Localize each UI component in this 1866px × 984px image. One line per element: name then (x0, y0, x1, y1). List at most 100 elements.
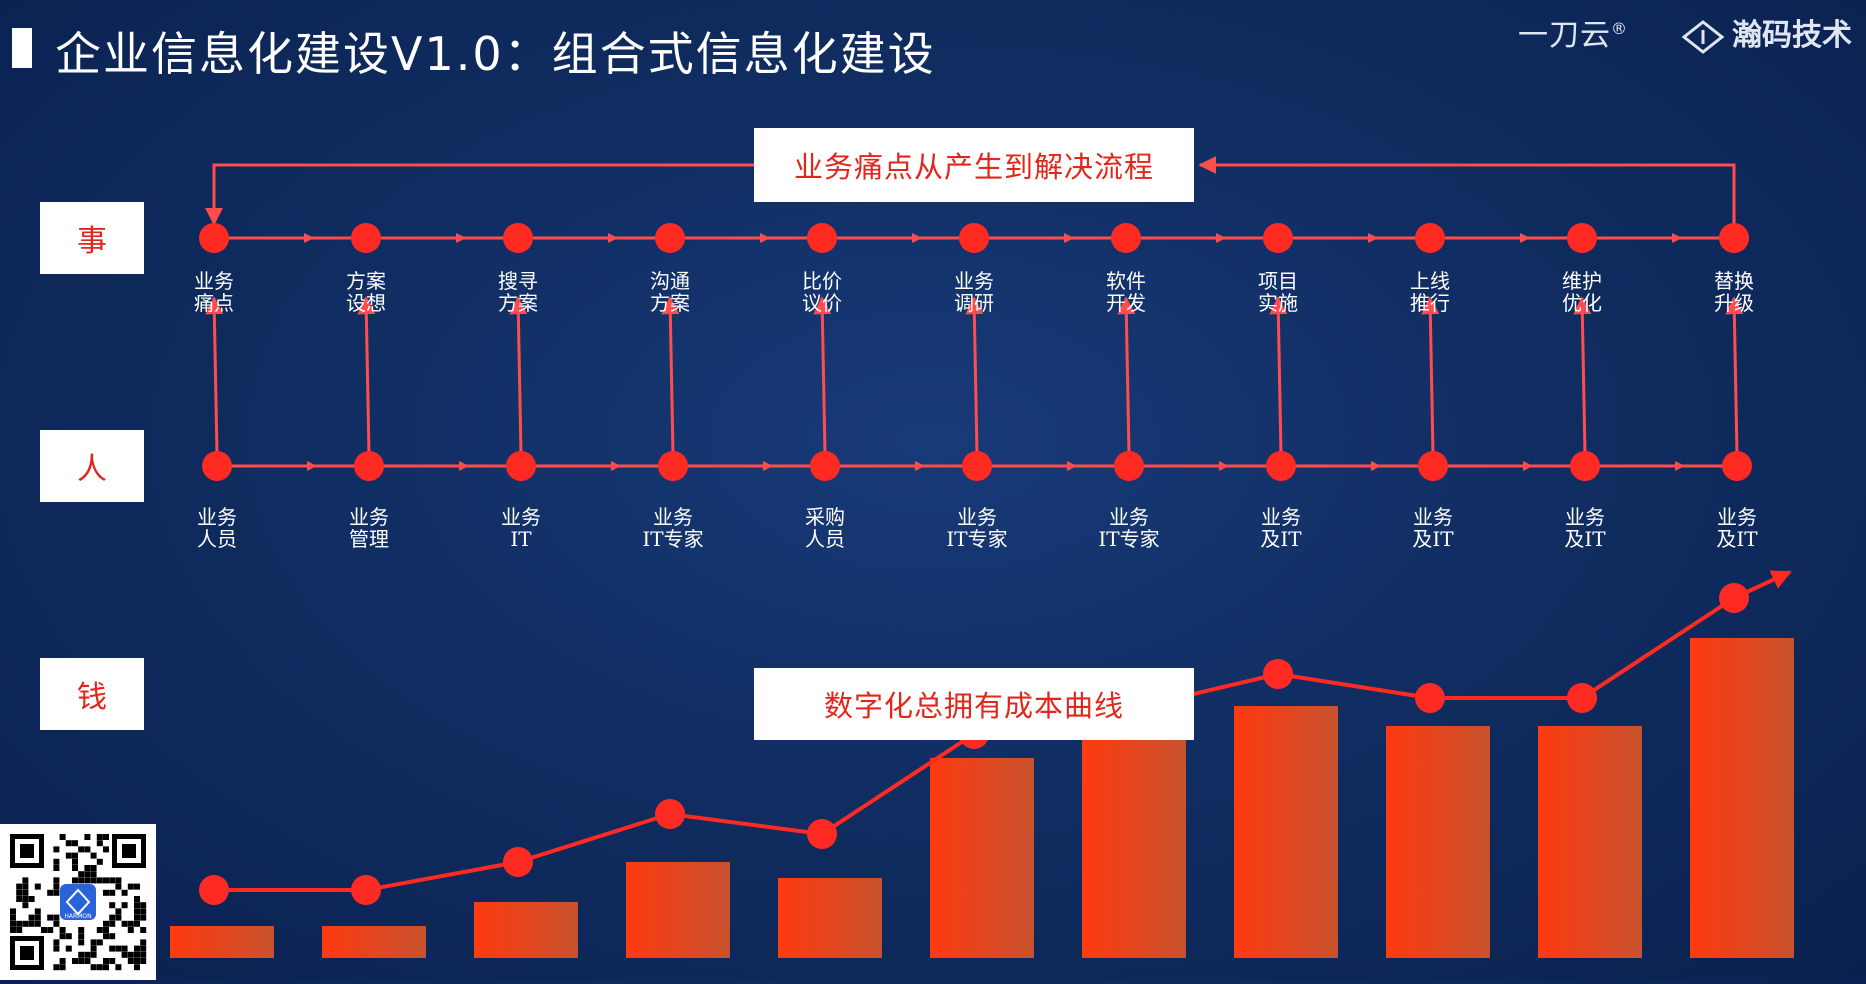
qr-module (134, 958, 140, 964)
people-node (506, 451, 536, 481)
qr-module (53, 877, 60, 884)
qr-module (84, 877, 91, 884)
qr-module (22, 889, 29, 896)
qr-module (109, 877, 116, 884)
qr-module (59, 927, 66, 933)
people-label-line: 业务 (653, 505, 693, 529)
flow-chevron (1520, 233, 1530, 243)
qr-module (72, 958, 78, 964)
qr-module (90, 871, 97, 878)
flow-chevron (304, 233, 314, 243)
qr-module (78, 846, 85, 853)
qr-module (121, 920, 128, 927)
qr-module (140, 958, 147, 964)
qr-module (109, 889, 116, 896)
connector-lines (205, 156, 1744, 471)
flow-chevron (1523, 461, 1533, 471)
page-title: 企业信息化建设V1.0：组合式信息化建设 (55, 27, 936, 81)
loop-left-arrow (205, 163, 754, 226)
flow-chevron (1368, 233, 1378, 243)
qr-module (90, 945, 97, 952)
task-label-line: 升级 (1714, 291, 1754, 315)
qr-module (103, 834, 109, 840)
task-node (1111, 223, 1141, 253)
task-label-line: 业务 (954, 269, 994, 293)
qr-module (59, 933, 66, 940)
qr-module (72, 852, 78, 859)
qr-module (10, 920, 16, 927)
people-node (1114, 451, 1144, 481)
qr-module (72, 840, 78, 847)
qr-module (84, 958, 91, 964)
task-label-line: 方案 (650, 291, 690, 315)
qr-module (140, 908, 147, 915)
qr-module (47, 889, 54, 896)
qr-module (127, 951, 134, 958)
task-label-line: 比价 (802, 269, 842, 293)
qr-module (78, 958, 85, 964)
task-label-line: 优化 (1562, 291, 1602, 315)
people-label-line: IT (510, 527, 532, 551)
qr-module (90, 951, 97, 958)
qr-module (127, 883, 134, 890)
qr-module (22, 902, 29, 909)
task-label: 替换 升级 (1679, 270, 1789, 314)
link-arrow (509, 296, 528, 455)
cost-bar (474, 902, 578, 958)
qr-module (103, 920, 109, 927)
qr-module (115, 964, 122, 971)
qr-module (47, 927, 54, 933)
people-label-line: 业务 (501, 505, 541, 529)
row-label-shi: 事 (40, 202, 144, 274)
qr-module (109, 920, 116, 927)
people-node (962, 451, 992, 481)
qr-module (59, 834, 66, 840)
qr-module (22, 920, 29, 927)
qr-module (96, 939, 103, 946)
task-label-line: 维护 (1562, 269, 1602, 293)
qr-module (84, 865, 91, 871)
flow-chevron (611, 461, 621, 471)
people-label-line: IT专家 (642, 527, 704, 551)
loop-right-arrow (1198, 156, 1736, 238)
qr-module (90, 877, 97, 884)
qr-module (103, 958, 109, 964)
task-label-line: 上线 (1410, 269, 1450, 293)
task-node (503, 223, 533, 253)
qr-module (34, 920, 41, 927)
brand-hanma: 瀚码技术 (1680, 10, 1852, 55)
qr-module (59, 964, 66, 971)
qr-module (34, 883, 41, 890)
link-arrow (1725, 296, 1744, 455)
cost-bar (1538, 726, 1642, 958)
qr-module (140, 951, 147, 958)
people-label-line: 人员 (197, 527, 237, 551)
qr-module (134, 883, 140, 890)
qr-module (84, 846, 91, 853)
task-node (1567, 223, 1597, 253)
people-label: 采购 人员 (770, 506, 880, 550)
row-label-ren: 人 (40, 430, 144, 502)
people-label-line: 及IT (1564, 527, 1606, 551)
cost-bar (1690, 638, 1794, 958)
qr-module (65, 852, 72, 859)
people-label: 业务 人员 (162, 506, 272, 550)
qr-module (78, 951, 85, 958)
qr-module (90, 964, 97, 971)
flow-chevron (456, 233, 466, 243)
qr-module (47, 914, 54, 921)
task-label: 业务 调研 (919, 270, 1029, 314)
qr-module (140, 914, 147, 921)
qr-module (115, 877, 122, 884)
qr-module (53, 964, 60, 971)
qr-module (127, 927, 134, 933)
qr-module (78, 927, 85, 933)
qr-module (28, 896, 35, 902)
cost-point (1263, 659, 1293, 689)
people-node (1418, 451, 1448, 481)
qr-module (90, 852, 97, 859)
flow-chevron (608, 233, 618, 243)
qr-module (90, 865, 97, 871)
people-label-line: 业务 (1717, 505, 1757, 529)
cost-point (351, 875, 381, 905)
